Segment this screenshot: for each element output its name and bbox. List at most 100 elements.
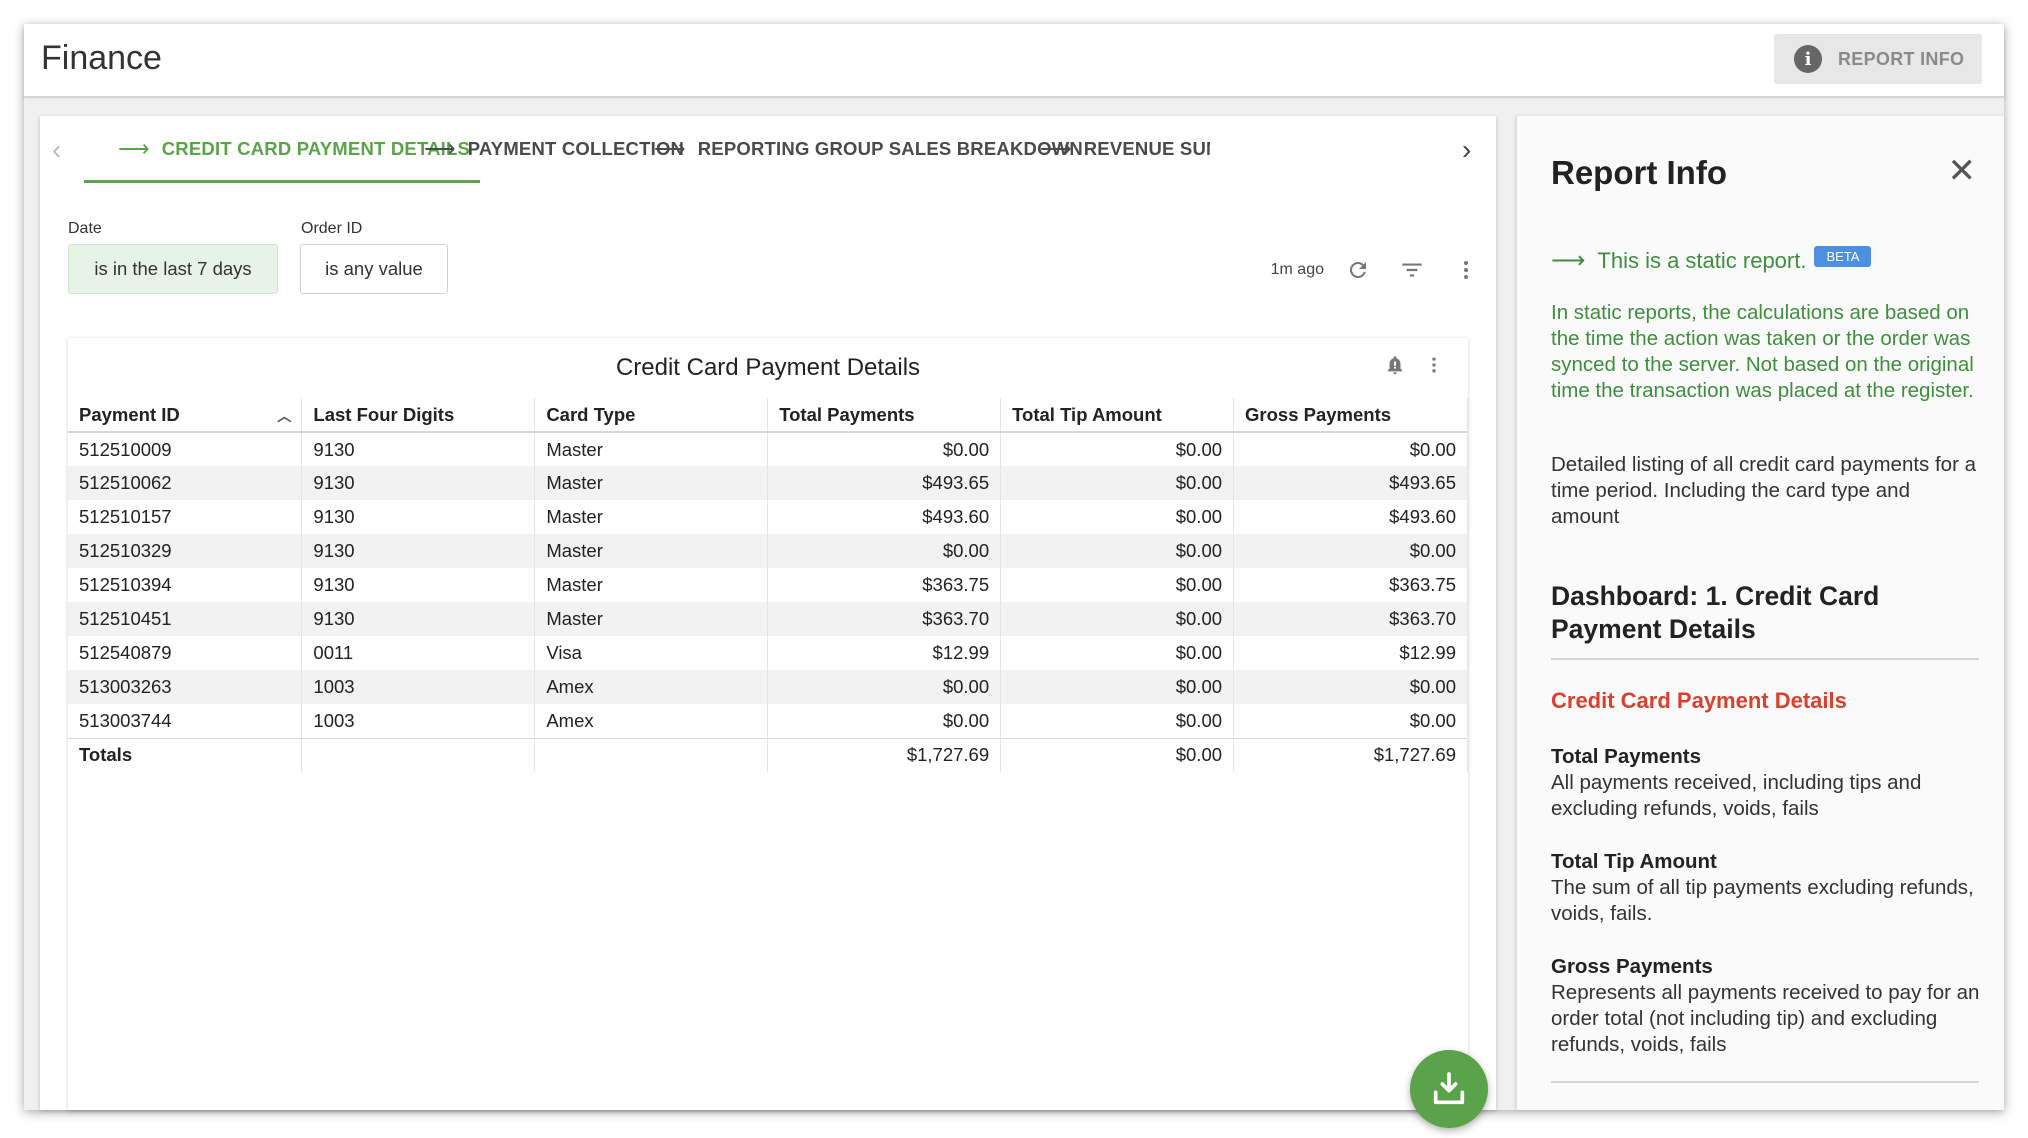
app-title: Finance xyxy=(41,39,162,77)
table-cell: 1003 xyxy=(301,704,536,738)
table-cell: 9130 xyxy=(301,500,536,534)
table-cell: $0.00 xyxy=(1000,432,1235,466)
table-cell: $493.65 xyxy=(767,466,1002,500)
arrow-right-icon: ⟶ xyxy=(118,136,150,161)
arrow-right-icon: ⟶ xyxy=(1551,247,1586,274)
table-cell: $0.00 xyxy=(1000,602,1235,636)
table-cell: 9130 xyxy=(301,602,536,636)
refresh-icon[interactable] xyxy=(1344,256,1372,284)
close-icon[interactable]: ✕ xyxy=(1947,152,1977,190)
table-row: 512510157 9130 Master $493.60 $0.00 $493.60 xyxy=(68,500,1468,534)
date-filter-label: Date xyxy=(68,220,102,237)
column-header-last-four[interactable]: Last Four Digits xyxy=(301,398,536,433)
panel-more-icon[interactable] xyxy=(1424,355,1444,380)
active-tab-indicator xyxy=(84,180,480,183)
filter-icon[interactable] xyxy=(1398,256,1426,284)
date-filter-chip[interactable]: is in the last 7 days xyxy=(68,244,278,294)
table-cell: $0.00 xyxy=(1233,670,1468,704)
table-row: 512510062 9130 Master $493.65 $0.00 $493.65 xyxy=(68,466,1468,500)
divider xyxy=(1551,658,1979,660)
table-cell: Amex xyxy=(534,704,769,738)
last-updated-text: 1m ago xyxy=(1270,261,1324,278)
table-cell: 512510009 xyxy=(68,432,303,466)
more-options-icon[interactable] xyxy=(1452,256,1480,284)
table-cell: Master xyxy=(534,500,769,534)
table-cell: Master xyxy=(534,534,769,568)
tab-label: PAYMENT COLLECTION xyxy=(467,138,685,159)
column-header-payment-id[interactable]: Payment ID ︿ xyxy=(68,398,303,433)
tab-label: CREDIT CARD PAYMENT DETAILS xyxy=(161,138,471,159)
definition-text: The sum of all tip payments excluding re… xyxy=(1551,876,1974,925)
table-cell: 9130 xyxy=(301,534,536,568)
column-header-total-payments[interactable]: Total Payments xyxy=(767,398,1002,433)
top-bar: Finance i REPORT INFO xyxy=(24,24,2004,98)
panel-icons xyxy=(1366,354,1444,381)
main-area: ‹ ⟶ CREDIT CARD PAYMENT DETAILS ⟶ PAYMEN… xyxy=(24,100,2004,1128)
order-id-filter-chip[interactable]: is any value xyxy=(300,244,448,294)
tabs-scroll-right-icon[interactable]: › xyxy=(1462,134,1472,165)
totals-cell: $0.00 xyxy=(1000,737,1235,772)
table-cell: Master xyxy=(534,432,769,466)
tab-label: REVENUE SUM xyxy=(1083,138,1210,159)
info-panel-title: Report Info xyxy=(1551,154,1727,191)
download-button[interactable] xyxy=(1410,1050,1488,1128)
order-id-filter-label: Order ID xyxy=(301,220,363,237)
totals-cell: $1,727.69 xyxy=(767,737,1002,772)
column-header-total-tip[interactable]: Total Tip Amount xyxy=(1000,398,1235,433)
report-info-button[interactable]: i REPORT INFO xyxy=(1774,34,1982,84)
table-cell: 512510157 xyxy=(68,500,303,534)
table-row: 512510329 9130 Master $0.00 $0.00 $0.00 xyxy=(68,534,1468,568)
definition-total-payments: Total Payments All payments received, in… xyxy=(1551,744,1981,822)
column-header-label: Payment ID xyxy=(79,403,180,425)
tab-label: REPORTING GROUP SALES BREAKDOWN xyxy=(697,138,1083,159)
table-cell: 512540879 xyxy=(68,636,303,670)
table-cell: $0.00 xyxy=(1000,704,1235,738)
table-cell: $0.00 xyxy=(1000,534,1235,568)
section-title: Credit Card Payment Details xyxy=(1551,688,1847,713)
table-cell: $0.00 xyxy=(1000,466,1235,500)
static-report-description: In static reports, the calculations are … xyxy=(1551,301,1974,402)
totals-cell xyxy=(534,737,769,772)
table-cell: 9130 xyxy=(301,432,536,466)
totals-cell: Totals xyxy=(68,737,303,772)
definition-term: Total Tip Amount xyxy=(1551,850,1717,873)
dashboard-title: Dashboard: 1. Credit Card Payment Detail… xyxy=(1551,581,1880,644)
table-cell: 513003263 xyxy=(68,670,303,704)
report-card: ‹ ⟶ CREDIT CARD PAYMENT DETAILS ⟶ PAYMEN… xyxy=(40,116,1496,1128)
table-cell: 1003 xyxy=(301,670,536,704)
table-cell: $0.00 xyxy=(1233,432,1468,466)
definition-text: All payments received, including tips an… xyxy=(1551,771,1922,820)
tab-credit-card-payment-details[interactable]: ⟶ CREDIT CARD PAYMENT DETAILS xyxy=(118,116,470,182)
table-header-row: Payment ID ︿ Last Four Digits Card Type T… xyxy=(68,398,1468,433)
divider xyxy=(1551,1081,1979,1083)
table-row: 512510394 9130 Master $363.75 $0.00 $363.75 xyxy=(68,568,1468,602)
tab-payment-collection[interactable]: ⟶ PAYMENT COLLECTION xyxy=(424,116,684,182)
bell-alert-icon[interactable] xyxy=(1384,354,1406,381)
table-cell: $363.70 xyxy=(1233,602,1468,636)
column-header-gross-payments[interactable]: Gross Payments xyxy=(1233,398,1468,433)
tabs-scroll-left-icon[interactable]: ‹ xyxy=(52,134,62,165)
table-cell: $493.60 xyxy=(767,500,1002,534)
tab-revenue-summary[interactable]: ⟶ REVENUE SUM xyxy=(1040,116,1460,182)
arrow-right-icon: ⟶ xyxy=(424,136,456,161)
table-cell: $0.00 xyxy=(1233,534,1468,568)
arrow-right-icon: ⟶ xyxy=(1040,136,1072,161)
static-report-notice: ⟶ This is a static report. BETA xyxy=(1551,246,1872,275)
table-cell: $493.60 xyxy=(1233,500,1468,534)
table-cell: Master xyxy=(534,602,769,636)
table-cell: $493.65 xyxy=(1233,466,1468,500)
sort-ascending-icon[interactable]: ︿ xyxy=(277,408,292,424)
totals-cell: $1,727.69 xyxy=(1233,737,1468,772)
table-cell: 512510329 xyxy=(68,534,303,568)
table-cell: Master xyxy=(534,466,769,500)
table-cell: $0.00 xyxy=(1233,704,1468,738)
table-cell: 512510451 xyxy=(68,602,303,636)
table-cell: 512510394 xyxy=(68,568,303,602)
definition-term: Total Payments xyxy=(1551,745,1701,768)
table-cell: $0.00 xyxy=(767,432,1002,466)
report-info-label: REPORT INFO xyxy=(1838,48,1965,69)
column-header-card-type[interactable]: Card Type xyxy=(534,398,769,433)
definition-total-tip-amount: Total Tip Amount The sum of all tip paym… xyxy=(1551,849,1981,927)
tab-reporting-group-sales-breakdown[interactable]: ⟶ REPORTING GROUP SALES BREAKDOWN xyxy=(654,116,1083,182)
definition-text: Represents all payments received to pay … xyxy=(1551,981,1980,1056)
